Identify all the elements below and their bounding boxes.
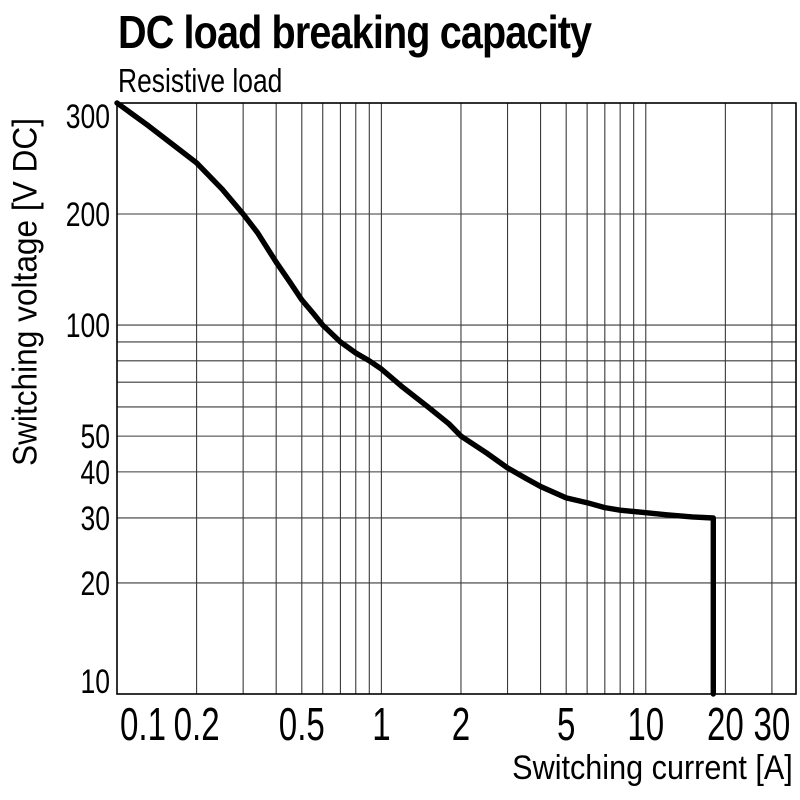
y-tick-label: 20 bbox=[80, 565, 110, 603]
chart-title: DC load breaking capacity bbox=[118, 6, 592, 58]
y-tick-label: 50 bbox=[80, 418, 110, 456]
y-tick-label: 300 bbox=[66, 98, 110, 136]
y-tick-label: 30 bbox=[80, 500, 110, 538]
series-curve bbox=[114, 100, 716, 697]
y-tick-label: 200 bbox=[66, 196, 110, 234]
x-tick-label: 0.1 bbox=[120, 700, 166, 750]
x-axis-label: Switching current [A] bbox=[512, 749, 793, 787]
x-tick-label: 30 bbox=[753, 700, 790, 750]
chart-subtitle: Resistive load bbox=[118, 62, 283, 99]
x-tick-label: 5 bbox=[557, 700, 575, 750]
gridlines bbox=[117, 103, 796, 694]
y-tick-label: 40 bbox=[80, 454, 110, 492]
y-tick-label: 10 bbox=[80, 663, 110, 701]
x-tick-label: 0.2 bbox=[174, 700, 220, 750]
x-tick-label: 10 bbox=[627, 700, 664, 750]
x-tick-label: 1 bbox=[372, 700, 390, 750]
x-tick-labels: 0.1 0.2 0.5 1 2 5 10 20 30 bbox=[120, 700, 790, 750]
x-tick-label: 20 bbox=[707, 700, 744, 750]
y-tick-label: 100 bbox=[66, 307, 110, 345]
plot-frame bbox=[116, 102, 797, 695]
x-tick-label: 2 bbox=[452, 700, 470, 750]
x-tick-label: 0.5 bbox=[279, 700, 325, 750]
